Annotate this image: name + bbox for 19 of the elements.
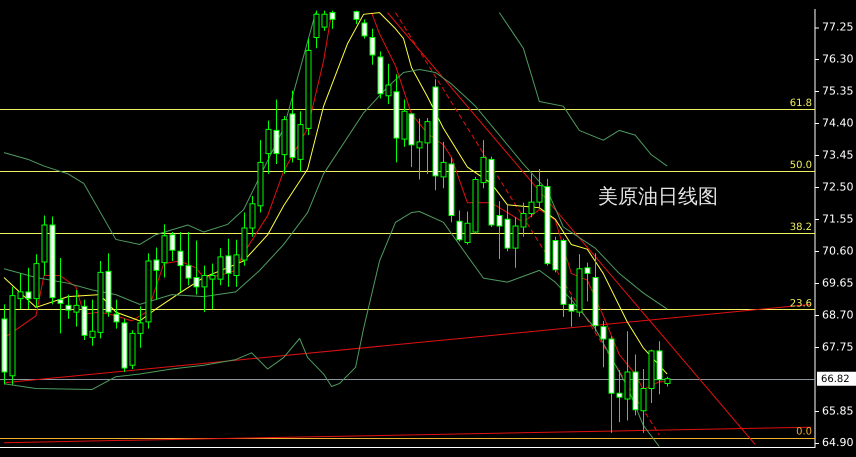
ref-line-label: 66.82 xyxy=(821,374,850,385)
y-tick-label: 65.85 xyxy=(822,404,854,418)
y-tick-label: 68.70 xyxy=(822,308,854,322)
y-tick-label: 74.40 xyxy=(822,116,854,130)
y-tick-label: 67.75 xyxy=(822,340,854,354)
annotation: 0.0 xyxy=(796,426,812,438)
annotation: 38.2 xyxy=(790,222,812,234)
y-tick-label: 77.25 xyxy=(822,20,854,34)
y-tick-label: 72.50 xyxy=(822,180,854,194)
y-tick-label: 69.65 xyxy=(822,276,854,290)
y-tick-label: 71.55 xyxy=(822,212,854,226)
annotation: 美原油日线图 xyxy=(598,183,718,209)
y-tick-label: 75.35 xyxy=(822,84,854,98)
annotation: 61.8 xyxy=(790,98,812,110)
y-tick-label: 76.30 xyxy=(822,52,854,66)
annotation: 50.0 xyxy=(790,160,812,172)
y-tick-label: 70.60 xyxy=(822,244,854,258)
y-tick-label: 73.45 xyxy=(822,148,854,162)
y-tick-label: 64.90 xyxy=(822,436,854,450)
